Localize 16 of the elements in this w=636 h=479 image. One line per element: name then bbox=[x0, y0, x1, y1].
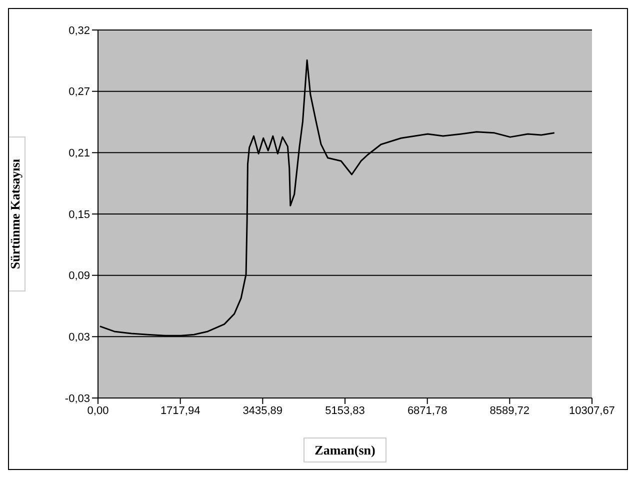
y-tick-label: 0,21 bbox=[68, 148, 90, 160]
x-tick-label: 1717,94 bbox=[160, 404, 200, 417]
x-axis-title: Zaman(sn) bbox=[314, 442, 376, 458]
y-tick-label: 0,27 bbox=[68, 86, 90, 98]
x-tick-label: 0,00 bbox=[87, 404, 109, 417]
x-tick-label: 6871,78 bbox=[407, 404, 448, 417]
y-tick-label: 0,15 bbox=[68, 208, 90, 221]
x-tick-label: 8589,72 bbox=[490, 404, 530, 417]
x-tick-label: 5153,83 bbox=[325, 404, 365, 417]
y-tick-label: 0,32 bbox=[68, 24, 90, 37]
y-axis-title: Sürtünme Katsayısı bbox=[8, 158, 22, 270]
y-tick-label: 0,03 bbox=[68, 332, 90, 344]
x-tick-label: 3435,89 bbox=[242, 404, 283, 417]
x-tick-label: 10307,67 bbox=[569, 404, 615, 417]
y-tick-label: 0,09 bbox=[68, 270, 90, 282]
y-tick-label: -0,03 bbox=[64, 392, 90, 405]
